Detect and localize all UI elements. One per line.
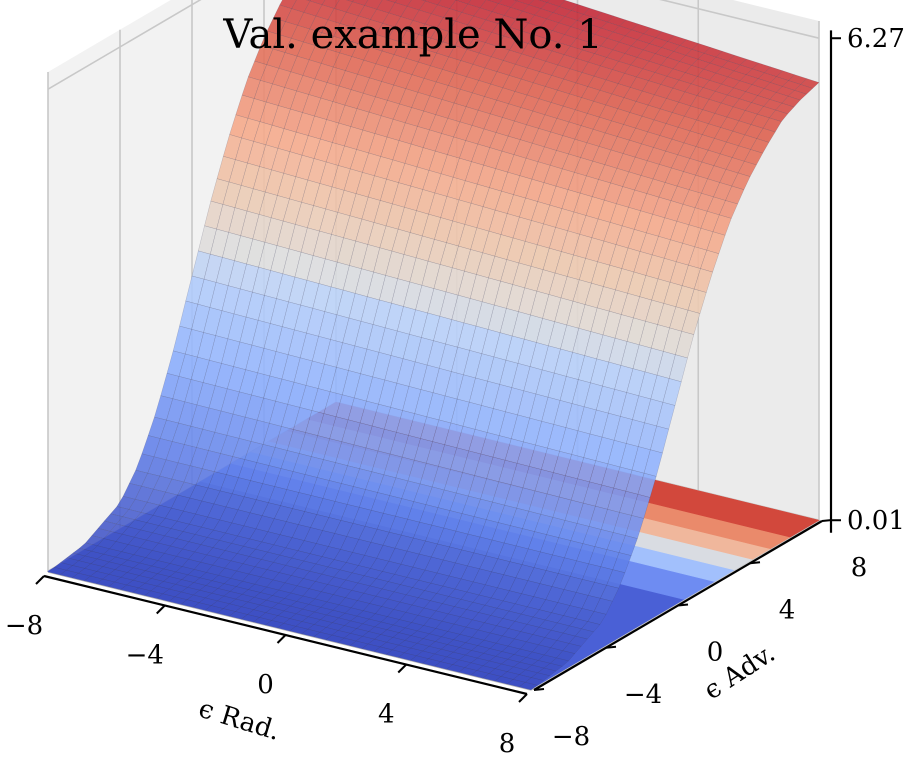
surface-patch [562, 643, 582, 654]
surface-patch [775, 102, 795, 115]
surface-patch [706, 231, 726, 255]
main-surface [47, 0, 820, 691]
y-tick-label: 4 [779, 595, 796, 625]
x-tick-label: −8 [5, 611, 43, 641]
surface-patch [612, 552, 632, 573]
y-tick-label: −8 [552, 722, 590, 752]
surface-patch [513, 0, 518, 2]
z-tick-label: 0.010 [847, 506, 905, 536]
surface-patch [762, 117, 782, 133]
x-tick-label: 4 [378, 700, 395, 730]
z-tick-label: 6.276 [847, 24, 905, 54]
surface-patch [424, 0, 442, 6]
y-tick-label: 0 [707, 638, 724, 668]
surface-patch [712, 214, 732, 236]
y-tick-label: −4 [624, 680, 662, 710]
y-tick [749, 561, 761, 565]
surface-patch [587, 611, 607, 625]
surface-patch [662, 378, 682, 406]
surface-patch [568, 635, 588, 647]
surface-patch [637, 472, 657, 498]
surface-patch [756, 128, 776, 143]
surface-patch [781, 95, 801, 108]
surface-patch [599, 585, 620, 602]
surface-patch [668, 354, 688, 383]
surface-patch [394, 0, 412, 7]
surface-patch [631, 493, 651, 519]
surface-patch [421, 0, 427, 2]
surface-patch [650, 425, 670, 454]
surface-patch [305, 0, 311, 2]
axis-lines [35, 30, 841, 703]
x-tick [397, 663, 407, 674]
grid-line [530, 520, 820, 691]
x-tick-label: 0 [257, 670, 274, 700]
surface-patch [385, 0, 398, 3]
x-axis-title: ϵ Rad. [195, 694, 284, 747]
y-tick [821, 519, 833, 522]
surface-patch [364, 0, 383, 10]
y-tick [677, 603, 689, 607]
surface-patch [675, 330, 695, 359]
grid-line [47, 0, 820, 90]
surface-patch [750, 138, 770, 154]
surface-patch [321, 0, 340, 9]
y-tick [605, 645, 617, 649]
surface-patch [687, 288, 707, 314]
surface-patch [743, 149, 764, 166]
surface-patch [787, 90, 807, 101]
y-tick-label: 8 [851, 553, 868, 583]
x-tick [156, 604, 166, 615]
surface-patch [593, 598, 613, 615]
x-tick [35, 575, 45, 585]
chart-title: Val. example No. 1 [222, 12, 602, 58]
surface-patch [718, 200, 738, 219]
x-tick [518, 693, 528, 703]
x-tick-label: 8 [499, 729, 516, 759]
surface-patch [656, 401, 676, 430]
surface-patch [352, 0, 369, 6]
surface-patch [467, 0, 487, 9]
surface-patch [518, 682, 538, 691]
x-tick-label: −4 [126, 641, 164, 671]
surface-patch [731, 172, 751, 191]
surface-patch [725, 185, 745, 205]
surface-patch [800, 78, 820, 89]
y-tick [533, 688, 545, 691]
x-tick [276, 634, 287, 644]
surface-patch [618, 535, 638, 556]
surface-patch [606, 569, 626, 589]
